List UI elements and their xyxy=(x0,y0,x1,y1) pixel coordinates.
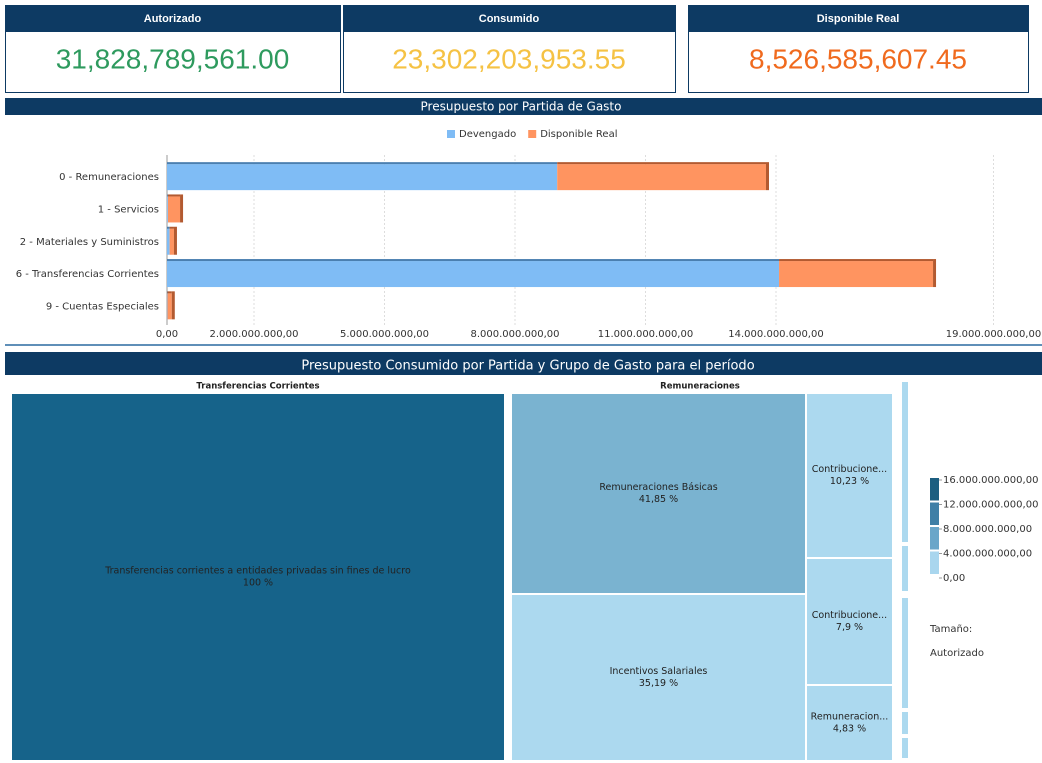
sliver xyxy=(902,546,908,591)
x-tick-label: 2.000.000.000,00 xyxy=(209,329,298,340)
x-tick-label: 0,00 xyxy=(156,329,178,340)
color-scale-band xyxy=(930,551,939,574)
cell-value: 4,83 % xyxy=(833,724,866,735)
color-scale-band xyxy=(930,527,939,550)
cell-value: 35,19 % xyxy=(639,678,678,689)
cell-value: 7,9 % xyxy=(836,622,863,633)
kpi-value: 23,302,203,953.55 xyxy=(392,43,626,74)
x-tick-label: 19.000.000.000,00 xyxy=(946,329,1041,340)
color-scale-label: 0,00 xyxy=(943,573,965,584)
bar-top xyxy=(557,162,766,165)
cell-value: 10,23 % xyxy=(830,476,869,487)
x-tick-label: 14.000.000.000,00 xyxy=(728,329,823,340)
bar xyxy=(167,196,181,223)
size-measure: Autorizado xyxy=(930,648,984,659)
color-scale-band xyxy=(930,502,939,525)
kpi-header xyxy=(343,5,676,32)
legend-label: Devengado xyxy=(459,129,516,140)
y-tick-label: 0 - Remuneraciones xyxy=(59,172,159,183)
cell-label: Remuneracion... xyxy=(811,712,889,723)
cell-label: Transferencias corrientes a entidades pr… xyxy=(104,566,411,577)
treemap-cell xyxy=(12,394,504,760)
bar-top xyxy=(169,226,174,229)
group-header: Transferencias Corrientes xyxy=(196,382,319,392)
color-scale-label: 4.000.000.000,00 xyxy=(943,549,1032,560)
cell-value: 100 % xyxy=(243,578,273,589)
kpi-header xyxy=(5,5,341,32)
bar-top xyxy=(167,226,170,229)
kpi-value: 31,828,789,561.00 xyxy=(56,43,290,74)
bar-side xyxy=(765,162,769,191)
x-tick-label: 5.000.000.000,00 xyxy=(340,329,429,340)
y-tick-label: 9 - Cuentas Especiales xyxy=(46,301,159,312)
treemap-title-bg xyxy=(5,352,1042,375)
kpi-label: Autorizado xyxy=(144,13,202,25)
cell-value: 41,85 % xyxy=(639,494,678,505)
bar-top xyxy=(779,259,934,262)
sliver xyxy=(902,738,908,758)
bar xyxy=(779,261,934,288)
bar-chart-title: Presupuesto por Partida de Gasto xyxy=(421,100,622,114)
legend-swatch xyxy=(528,130,537,138)
bar-top xyxy=(167,259,780,262)
treemap-cell xyxy=(512,394,805,593)
y-tick-label: 1 - Servicios xyxy=(98,204,159,215)
bar xyxy=(167,293,172,320)
bar xyxy=(167,261,780,288)
x-tick-label: 11.000.000.000,00 xyxy=(598,329,693,340)
y-tick-label: 2 - Materiales y Suministros xyxy=(20,237,159,248)
legend-label: Disponible Real xyxy=(540,129,617,140)
treemap-cell xyxy=(807,394,892,557)
treemap-cell xyxy=(512,595,805,760)
bar-top xyxy=(167,162,558,165)
y-tick-label: 6 - Transferencias Corrientes xyxy=(16,269,159,280)
treemap-title: Presupuesto Consumido por Partida y Grup… xyxy=(301,359,754,374)
kpi-value: 8,526,585,607.45 xyxy=(749,43,967,74)
color-scale-label: 8.000.000.000,00 xyxy=(943,524,1032,535)
cell-label: Contribucione... xyxy=(812,464,887,475)
bar xyxy=(557,164,766,191)
bar xyxy=(167,196,168,223)
treemap-cell xyxy=(807,559,892,684)
x-tick-label: 8.000.000.000,00 xyxy=(470,329,559,340)
cell-label: Incentivos Salariales xyxy=(610,666,708,677)
bar-side xyxy=(171,291,175,320)
color-scale-band xyxy=(930,478,939,501)
sliver xyxy=(902,712,908,734)
cell-label: Contribucione... xyxy=(812,610,887,621)
bar xyxy=(167,164,558,191)
kpi-label: Consumido xyxy=(479,13,540,25)
bar-side xyxy=(173,226,177,255)
bar-top xyxy=(167,194,168,197)
treemap-cell xyxy=(807,686,892,760)
bar xyxy=(167,228,170,255)
group-header: Remuneraciones xyxy=(660,382,740,392)
kpi-label: Disponible Real xyxy=(817,13,900,25)
legend-swatch xyxy=(447,130,455,138)
sliver xyxy=(902,598,908,708)
cell-label: Remuneraciones Básicas xyxy=(599,482,717,493)
bar-title-bg xyxy=(5,98,1042,115)
bar-side xyxy=(180,194,184,223)
bar-side xyxy=(933,259,937,288)
bar-top xyxy=(167,194,181,197)
size-label: Tamaño: xyxy=(929,624,972,635)
color-scale-label: 16.000.000.000,00 xyxy=(943,475,1038,486)
bar-top xyxy=(167,291,172,294)
sliver xyxy=(902,382,908,542)
kpi-header xyxy=(688,5,1029,32)
bar xyxy=(169,228,174,255)
color-scale-label: 12.000.000.000,00 xyxy=(943,500,1038,511)
